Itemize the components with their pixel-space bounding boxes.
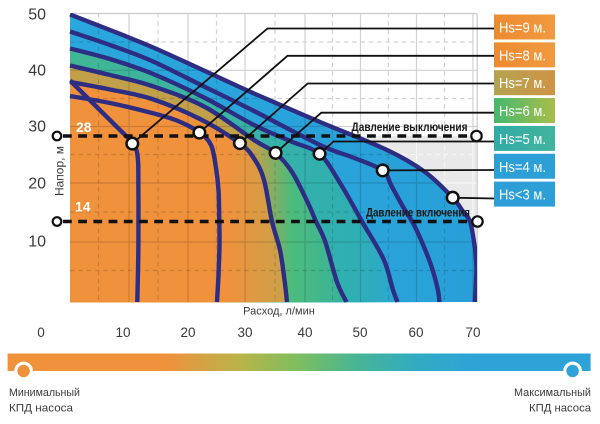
svg-text:Расход, л/мин: Расход, л/мин: [243, 306, 315, 318]
svg-text:Hs<3 м.: Hs<3 м.: [499, 187, 546, 204]
svg-text:10: 10: [115, 325, 130, 340]
svg-text:30: 30: [237, 325, 252, 340]
svg-text:30: 30: [28, 119, 46, 136]
svg-text:50: 50: [352, 325, 367, 340]
svg-text:20: 20: [180, 325, 195, 340]
svg-text:28: 28: [76, 119, 92, 135]
svg-text:Давление включения: Давление включения: [366, 206, 470, 220]
svg-text:40: 40: [28, 63, 46, 80]
svg-text:50: 50: [28, 6, 46, 23]
svg-text:КПД насоса: КПД насоса: [9, 403, 74, 415]
svg-text:20: 20: [28, 176, 46, 193]
svg-text:Hs=7 м.: Hs=7 м.: [499, 75, 546, 92]
svg-text:Давление выключения: Давление выключения: [352, 120, 468, 134]
svg-text:0: 0: [37, 325, 45, 340]
svg-text:Hs=4 м.: Hs=4 м.: [499, 159, 546, 176]
svg-text:КПД насоса: КПД насоса: [529, 403, 592, 415]
svg-text:Hs=8 м.: Hs=8 м.: [499, 47, 546, 64]
svg-text:60: 60: [408, 325, 423, 340]
svg-text:Максимальный: Максимальный: [514, 387, 591, 399]
svg-text:Hs=5 м.: Hs=5 м.: [499, 131, 546, 148]
svg-text:Hs=6 м.: Hs=6 м.: [499, 103, 546, 120]
svg-text:70: 70: [465, 325, 480, 340]
svg-text:14: 14: [75, 199, 91, 215]
svg-text:10: 10: [28, 233, 46, 250]
svg-text:40: 40: [297, 325, 312, 340]
svg-text:Минимальный: Минимальный: [9, 387, 80, 399]
svg-text:Напор, м: Напор, м: [53, 146, 67, 196]
svg-text:Hs=9 м.: Hs=9 м.: [499, 20, 546, 37]
